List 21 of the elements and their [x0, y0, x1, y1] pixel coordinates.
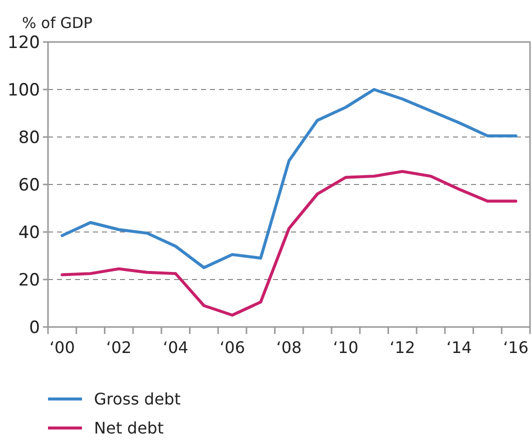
x-tick-label: ‘06 [220, 338, 246, 357]
y-tick-label: 120 [8, 32, 40, 53]
legend-label: Net debt [94, 418, 164, 438]
x-tick-label: ‘08 [276, 338, 302, 357]
y-tick-label: 40 [18, 222, 40, 243]
x-tick-label: ‘04 [162, 338, 188, 357]
y-tick-label: 80 [18, 128, 40, 148]
y-tick-label: 100 [8, 80, 40, 100]
x-tick-label: ‘16 [503, 338, 529, 357]
legend-label: Gross debt [94, 390, 181, 409]
y-axis-title: % of GDP [22, 14, 92, 32]
x-tick-label: ‘14 [446, 338, 472, 357]
line-series [60, 170, 518, 317]
y-tick-label: 20 [18, 270, 40, 290]
x-tick-label: ‘12 [390, 338, 416, 357]
x-tick-label: ‘02 [106, 338, 132, 357]
x-tick-label: ‘10 [332, 338, 358, 357]
line-series [60, 88, 518, 270]
x-tick-label: ‘00 [49, 338, 75, 357]
y-tick-label: 60 [18, 175, 40, 196]
y-tick-label: 0 [29, 318, 40, 338]
